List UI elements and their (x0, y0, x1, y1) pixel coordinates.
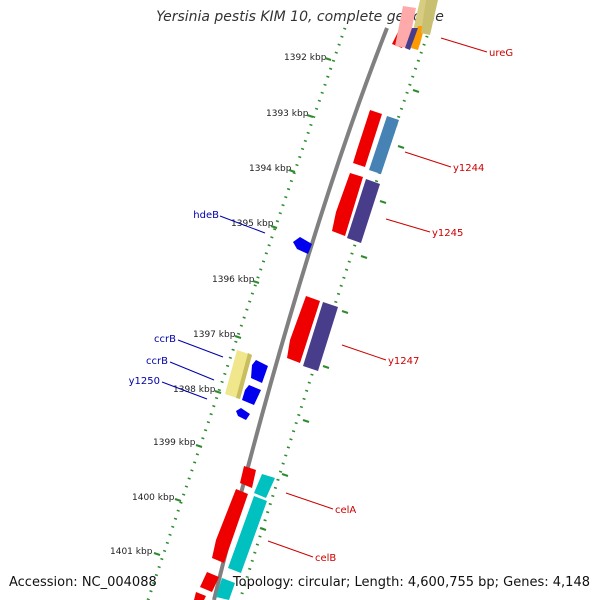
gene-ccrB-1 (251, 360, 268, 383)
tick-mark (214, 390, 222, 394)
tick-label: 1395 kbp (231, 219, 274, 229)
leader-line-ccrB-2 (169, 361, 215, 381)
gene-label-y1244: y1244 (453, 163, 484, 174)
gene-red-bottom (200, 572, 219, 592)
tick-mark-outer (360, 255, 368, 259)
tick-label: 1396 kbp (212, 275, 255, 285)
leader-line-y1244 (404, 151, 452, 168)
tick-mark (174, 498, 182, 502)
tick-label: 1394 kbp (249, 164, 292, 174)
gene-label-y1247: y1247 (388, 356, 419, 367)
gene-celA-cyan (228, 496, 267, 573)
tick-mark (195, 444, 203, 448)
tick-mark (306, 114, 314, 118)
tick-mark-outer (302, 419, 310, 423)
tick-mark (234, 335, 242, 339)
tick-label: 1401 kbp (110, 547, 153, 557)
gene-y1244-red (353, 110, 382, 167)
tick-track-outer (238, 27, 432, 600)
genome-summary-text: Topology: circular; Length: 4,600,755 bp… (232, 575, 590, 590)
gene-cyan-bottom (216, 578, 235, 600)
gene-y1245-red (332, 173, 363, 236)
tick-mark (288, 169, 296, 173)
gene-purple (405, 28, 418, 50)
gene-label-celB: celB (315, 553, 336, 564)
tick-mark-outer (341, 310, 349, 314)
leader-line-ccrB-1 (177, 339, 224, 358)
tick-mark-outer (397, 145, 405, 149)
gene-y1244-steelblue (369, 116, 399, 174)
leader-line-ureG (440, 37, 488, 53)
leader-line-y1247 (341, 344, 387, 361)
tick-mark-outer (412, 89, 420, 93)
gene-cyan (254, 474, 275, 498)
gene-pink (395, 6, 416, 48)
gene-y1247-purple (303, 302, 338, 371)
accession-text: Accession: NC_004088 (9, 575, 157, 590)
tick-mark (324, 57, 332, 61)
tick-mark (153, 552, 161, 556)
gene-red-short (240, 466, 256, 488)
gene-ccrB-2 (242, 385, 261, 405)
gene-label-ureG: ureG (489, 48, 513, 59)
gene-ccrB-khaki (225, 350, 252, 399)
tick-mark-outer (259, 527, 267, 531)
gene-y1245-purple (347, 179, 380, 243)
tick-label: 1397 kbp (193, 330, 236, 340)
tick-label: 1392 kbp (284, 53, 327, 63)
gene-ccrB-khaki-dark (236, 353, 252, 399)
gene-label-hdeB: hdeB (193, 210, 219, 221)
gene-label-ccrB: ccrB (146, 356, 168, 367)
leader-line-y1250 (161, 381, 208, 400)
gene-hdeB (293, 237, 312, 254)
gene-celA-red (212, 489, 248, 563)
leader-line-hdeB (219, 215, 266, 234)
leader-line-y1245 (385, 218, 431, 233)
gene-y1250 (236, 408, 250, 420)
gene-khaki-2 (421, 0, 438, 35)
gene-label-y1245: y1245 (432, 228, 463, 239)
gene-label-y1250: y1250 (129, 376, 160, 387)
tick-mark (252, 280, 260, 284)
gene-red-bottom-2 (194, 592, 206, 600)
tick-label: 1398 kbp (173, 385, 216, 395)
tick-mark-outer (322, 365, 330, 369)
leader-line-celB (267, 540, 314, 558)
tick-mark (270, 225, 278, 229)
gene-label-ccrB: ccrB (154, 334, 176, 345)
gene-y1247-red (287, 296, 320, 363)
tick-mark-outer (379, 200, 387, 204)
tick-mark-outer (281, 473, 289, 477)
tick-label: 1399 kbp (153, 438, 196, 448)
map-title: Yersinia pestis KIM 10, complete genome (156, 9, 444, 25)
leader-line-celA (285, 492, 334, 510)
gene-label-celA: celA (335, 505, 356, 516)
tick-label: 1393 kbp (266, 109, 309, 119)
tick-label: 1400 kbp (132, 493, 175, 503)
